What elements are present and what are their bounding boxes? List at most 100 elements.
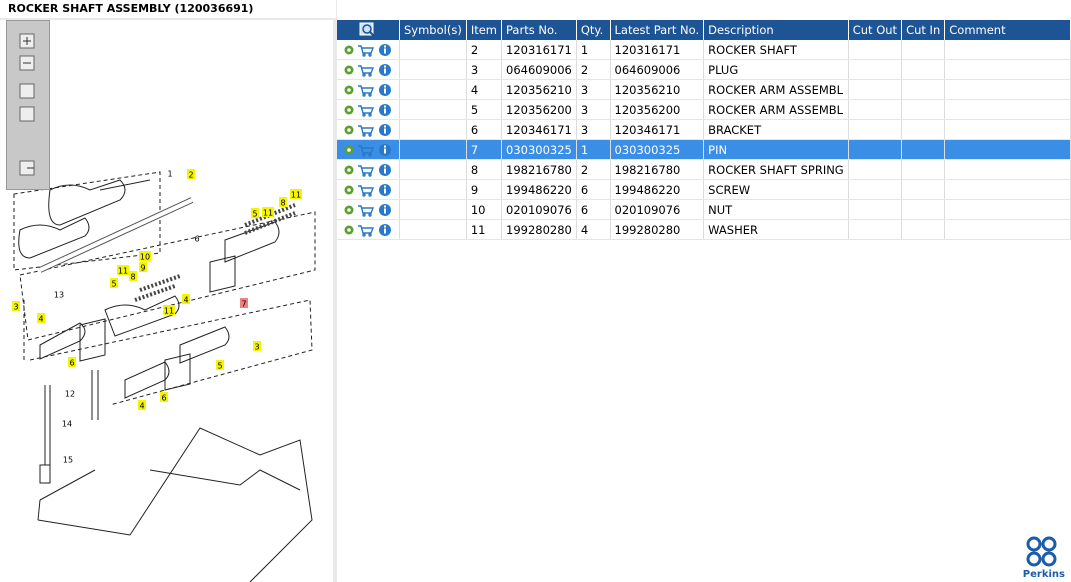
empty-cell — [901, 99, 946, 120]
callout-label[interactable]: 6 — [194, 235, 199, 244]
cart-icon[interactable] — [358, 184, 375, 197]
options-icon[interactable] — [344, 225, 354, 234]
callout-label[interactable]: 11 — [164, 307, 174, 316]
callout-label[interactable]: 11 — [263, 209, 273, 218]
row-actions — [337, 40, 400, 60]
callout-label[interactable]: 8 — [280, 199, 285, 208]
column-header[interactable]: Latest Part No. — [610, 20, 705, 40]
callout-label[interactable]: 12 — [65, 390, 75, 399]
empty-cell — [901, 40, 946, 60]
cell-parts-no: 030300325 — [501, 139, 577, 160]
empty-cell — [399, 79, 467, 100]
cell-item: 2 — [466, 40, 503, 60]
parts-row[interactable]: 6 120346171 3 120346171 BRACKET — [337, 119, 1071, 140]
callout-label[interactable]: 3 — [254, 343, 259, 352]
callout-label[interactable]: 5 — [252, 210, 257, 219]
callout-label[interactable]: 11 — [291, 191, 301, 200]
parts-row[interactable]: 5 120356200 3 120356200 ROCKER ARM ASSEMBL — [337, 99, 1071, 120]
callout-label[interactable]: 15 — [63, 456, 73, 465]
column-header[interactable]: Qty. — [576, 20, 611, 40]
callout-label[interactable]: 5 — [111, 280, 116, 289]
fit-window[interactable] — [19, 106, 35, 122]
cart-icon[interactable] — [358, 64, 375, 77]
options-icon[interactable] — [344, 65, 354, 74]
parts-row[interactable]: 10 020109076 6 020109076 NUT — [337, 199, 1071, 220]
brand-name: Perkins — [1022, 569, 1065, 580]
column-header[interactable]: Comment — [944, 20, 1071, 40]
empty-cell — [848, 219, 903, 240]
cart-icon[interactable] — [358, 84, 375, 97]
info-icon[interactable] — [379, 83, 391, 96]
cell-latest-part-no: 198216780 — [610, 159, 705, 180]
parts-row[interactable]: 9 199486220 6 199486220 SCREW — [337, 179, 1071, 200]
column-header[interactable]: Cut In — [901, 20, 946, 40]
info-icon[interactable] — [379, 223, 391, 236]
column-header[interactable]: Description — [703, 20, 849, 40]
callout-label[interactable]: 4 — [38, 315, 43, 324]
parts-row[interactable]: 2 120316171 1 120316171 ROCKER SHAFT — [337, 40, 1071, 60]
callout-label[interactable]: 10 — [140, 253, 150, 262]
options-icon[interactable] — [344, 125, 354, 134]
cell-parts-no: 020109076 — [501, 199, 577, 220]
column-header[interactable]: Cut Out — [848, 20, 903, 40]
callout-box — [12, 301, 20, 311]
column-header[interactable]: Symbol(s) — [399, 20, 467, 40]
empty-cell — [944, 79, 1071, 100]
options-icon[interactable] — [344, 105, 354, 114]
info-icon[interactable] — [379, 183, 391, 196]
callout-label[interactable]: 5 — [217, 362, 222, 371]
cart-icon[interactable] — [358, 204, 375, 217]
cart-icon[interactable] — [358, 224, 375, 237]
callout-label[interactable]: 13 — [54, 291, 64, 300]
parts-row[interactable]: 3 064609006 2 064609006 PLUG — [337, 59, 1071, 80]
parts-row[interactable]: 8 198216780 2 198216780 ROCKER SHAFT SPRING — [337, 159, 1071, 180]
info-icon[interactable] — [379, 43, 391, 56]
callout-label[interactable]: 4 — [139, 402, 144, 411]
cart-icon[interactable] — [358, 124, 375, 137]
options-icon[interactable] — [344, 165, 354, 174]
callout-label[interactable]: 11 — [118, 267, 128, 276]
cell-parts-no: 199486220 — [501, 179, 577, 200]
column-header[interactable]: Parts No. — [501, 20, 577, 40]
info-icon[interactable] — [379, 203, 391, 216]
callout-label[interactable]: 1 — [167, 170, 172, 179]
callout-box — [110, 278, 118, 288]
fit-all[interactable] — [19, 83, 35, 99]
options-icon[interactable] — [344, 205, 354, 214]
cell-qty: 3 — [576, 99, 611, 120]
column-header[interactable]: Item — [466, 20, 503, 40]
options-icon[interactable] — [344, 85, 354, 94]
callout-label[interactable]: 2 — [188, 171, 193, 180]
info-icon[interactable] — [379, 123, 391, 136]
search-icon[interactable] — [359, 22, 377, 38]
callout-label[interactable]: 7 — [241, 300, 246, 309]
cart-icon[interactable] — [358, 44, 375, 57]
cell-item: 5 — [466, 99, 503, 120]
cell-qty: 1 — [576, 40, 611, 60]
empty-cell — [944, 219, 1071, 240]
options-icon[interactable] — [344, 145, 354, 154]
options-icon[interactable] — [344, 45, 354, 54]
parts-row[interactable]: 7 030300325 1 030300325 PIN — [337, 139, 1071, 160]
parts-row[interactable]: 4 120356210 3 120356210 ROCKER ARM ASSEMBL — [337, 79, 1071, 100]
info-icon[interactable] — [379, 163, 391, 176]
search-header[interactable] — [337, 20, 400, 40]
callout-label[interactable]: 6 — [69, 359, 74, 368]
callout-label[interactable]: 6 — [161, 394, 166, 403]
info-icon[interactable] — [379, 63, 391, 76]
callout-label[interactable]: 14 — [62, 420, 72, 429]
options-icon[interactable] — [344, 185, 354, 194]
callout-label[interactable]: 3 — [13, 303, 18, 312]
callout-label[interactable]: 4 — [183, 296, 188, 305]
empty-cell — [901, 199, 946, 220]
cart-icon[interactable] — [358, 164, 375, 177]
callout-label[interactable]: 8 — [130, 273, 135, 282]
row-actions — [337, 199, 400, 220]
info-icon[interactable] — [379, 103, 391, 116]
parts-row[interactable]: 11 199280280 4 199280280 WASHER — [337, 219, 1071, 240]
callout-label[interactable]: 9 — [140, 264, 145, 273]
cart-icon[interactable] — [358, 104, 375, 117]
info-icon[interactable] — [379, 143, 391, 156]
cart-icon[interactable] — [358, 144, 375, 157]
